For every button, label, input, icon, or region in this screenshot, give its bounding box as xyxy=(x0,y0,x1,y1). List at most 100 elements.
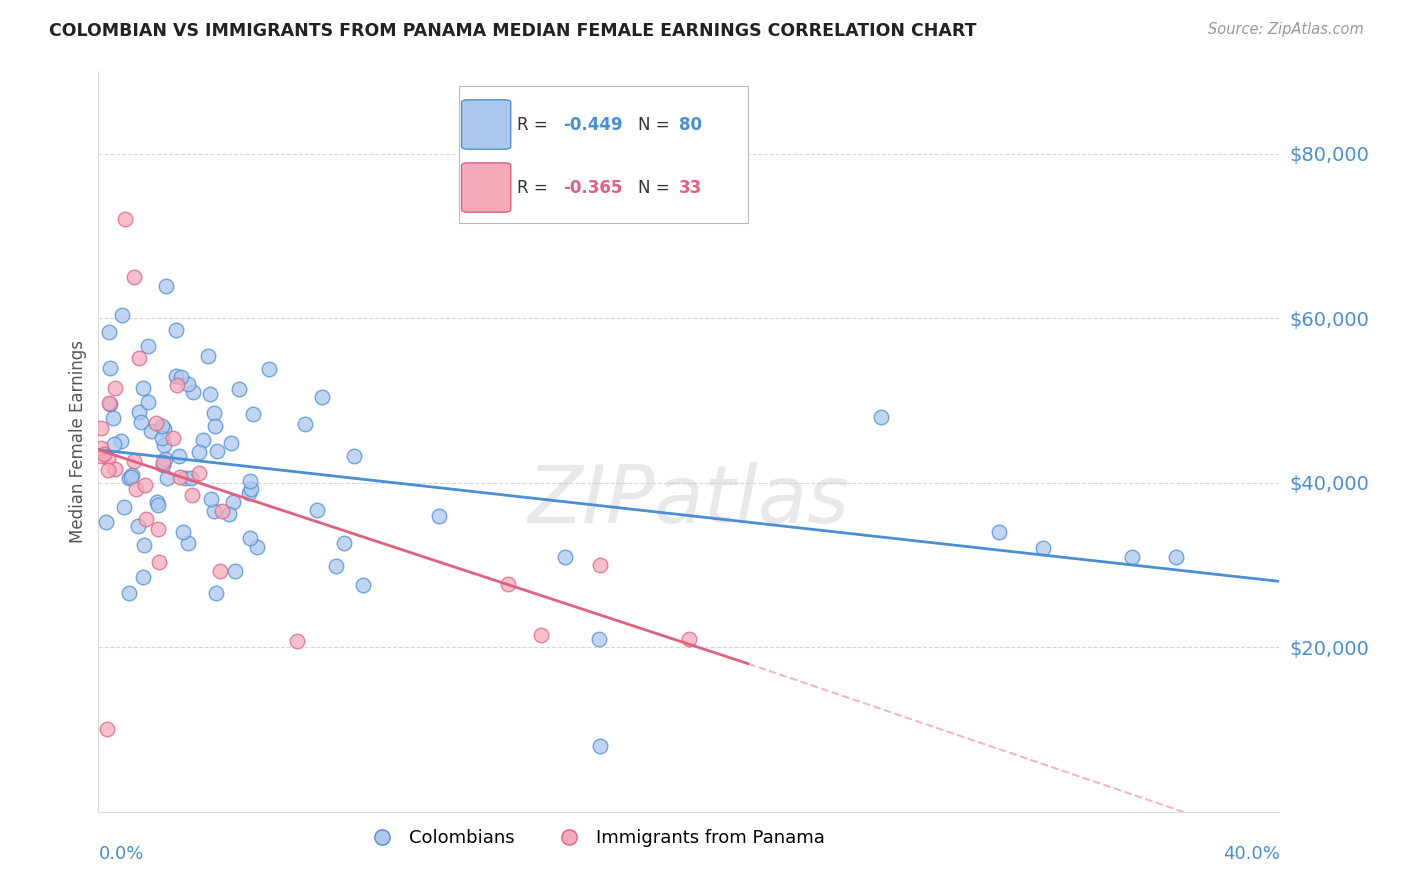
Point xyxy=(128,405,150,419)
Point xyxy=(129,415,152,429)
Point xyxy=(118,586,141,600)
Point xyxy=(165,368,187,383)
Point xyxy=(589,558,612,572)
Point xyxy=(678,632,700,646)
Text: ZIPatlas: ZIPatlas xyxy=(527,462,851,540)
Point xyxy=(98,360,121,375)
Point xyxy=(103,436,125,450)
Point xyxy=(148,556,170,570)
Point xyxy=(97,450,120,465)
Point xyxy=(496,577,519,591)
Point xyxy=(285,634,308,648)
Point xyxy=(202,406,225,420)
Point xyxy=(177,536,200,550)
Point xyxy=(166,378,188,392)
Point xyxy=(148,498,170,512)
Point xyxy=(90,441,112,455)
Point xyxy=(90,449,112,463)
Point xyxy=(141,424,163,438)
Point xyxy=(202,504,225,518)
Legend: Colombians, Immigrants from Panama: Colombians, Immigrants from Panama xyxy=(357,822,832,855)
Point xyxy=(246,540,269,554)
Point xyxy=(1032,541,1054,556)
Point xyxy=(97,325,120,339)
Point xyxy=(136,339,159,353)
Point xyxy=(146,494,169,508)
Point xyxy=(343,450,366,464)
Point xyxy=(333,536,356,550)
Point xyxy=(93,447,115,461)
Point xyxy=(169,470,191,484)
Text: 0.0%: 0.0% xyxy=(98,845,143,863)
Point xyxy=(152,458,174,473)
Point xyxy=(132,381,155,395)
Point xyxy=(121,468,143,483)
Point xyxy=(242,407,264,421)
Point xyxy=(239,531,262,545)
Point xyxy=(588,632,610,646)
Point xyxy=(120,469,142,483)
Point xyxy=(205,586,228,600)
Point xyxy=(427,508,450,523)
Point xyxy=(1121,549,1143,564)
Point xyxy=(530,628,553,642)
Point xyxy=(127,519,149,533)
Point xyxy=(125,482,148,496)
Point xyxy=(136,394,159,409)
Point xyxy=(152,455,174,469)
Point xyxy=(118,471,141,485)
Point xyxy=(325,559,347,574)
Point xyxy=(111,308,134,322)
Point xyxy=(97,463,120,477)
Point xyxy=(170,370,193,384)
Point xyxy=(239,474,262,488)
Point xyxy=(155,471,177,485)
Point xyxy=(98,397,121,411)
Point xyxy=(122,454,145,468)
Point xyxy=(204,419,226,434)
Point xyxy=(219,436,242,450)
Point xyxy=(988,524,1011,539)
Point xyxy=(174,470,197,484)
Point xyxy=(146,522,169,536)
Point xyxy=(238,486,260,500)
Point xyxy=(257,361,280,376)
Point xyxy=(135,511,157,525)
Text: 40.0%: 40.0% xyxy=(1223,845,1279,863)
Point xyxy=(352,578,374,592)
Point xyxy=(122,270,145,285)
Point xyxy=(294,417,316,431)
Point xyxy=(191,433,214,447)
Point xyxy=(589,739,612,753)
Text: COLOMBIAN VS IMMIGRANTS FROM PANAMA MEDIAN FEMALE EARNINGS CORRELATION CHART: COLOMBIAN VS IMMIGRANTS FROM PANAMA MEDI… xyxy=(49,22,977,40)
Point xyxy=(134,538,156,552)
Point xyxy=(131,570,153,584)
Point xyxy=(222,495,245,509)
Point xyxy=(98,395,121,409)
Point xyxy=(172,524,194,539)
Point xyxy=(1166,549,1188,564)
Point xyxy=(188,466,211,480)
Point xyxy=(180,471,202,485)
Point xyxy=(224,564,246,578)
Point xyxy=(155,279,177,293)
Point xyxy=(187,445,209,459)
Point xyxy=(153,422,176,436)
Point xyxy=(145,416,167,430)
Point xyxy=(150,418,173,433)
Point xyxy=(114,212,136,227)
Point xyxy=(104,380,127,394)
Point xyxy=(167,450,190,464)
Y-axis label: Median Female Earnings: Median Female Earnings xyxy=(69,340,87,543)
Point xyxy=(153,438,176,452)
Point xyxy=(153,451,176,466)
Point xyxy=(181,384,204,399)
Point xyxy=(239,482,262,496)
Point xyxy=(90,421,112,435)
Point xyxy=(209,564,232,578)
Point xyxy=(96,723,118,737)
Point xyxy=(112,500,135,514)
Point xyxy=(180,487,202,501)
Point xyxy=(162,431,184,445)
Point xyxy=(104,462,127,476)
